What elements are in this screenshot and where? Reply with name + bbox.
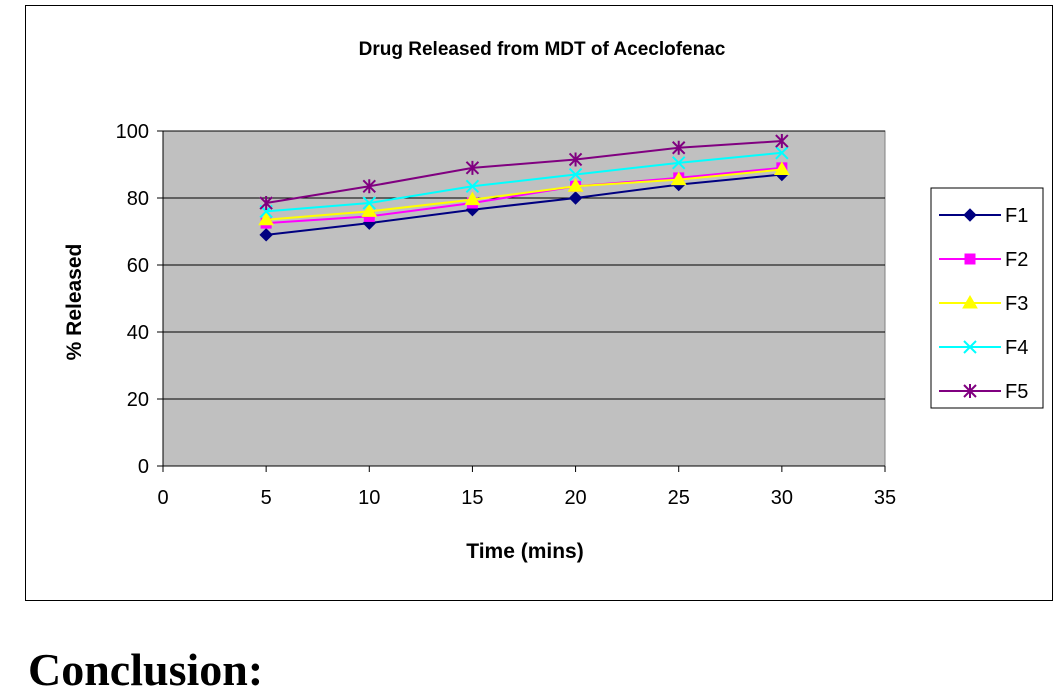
y-tick-label: 0 bbox=[138, 456, 149, 478]
y-tick-label: 20 bbox=[127, 389, 149, 411]
data-point bbox=[259, 196, 273, 211]
data-point bbox=[464, 191, 481, 206]
legend-item-f5: F5 bbox=[939, 381, 1028, 403]
legend: F1 F2 F3 F4 F5 bbox=[930, 187, 1044, 409]
legend-label: F4 bbox=[1005, 337, 1028, 359]
x-tick-label: 25 bbox=[668, 487, 690, 509]
y-tick-label: 100 bbox=[116, 121, 149, 143]
data-point bbox=[672, 156, 686, 170]
y-tick-label: 40 bbox=[127, 322, 149, 344]
y-tick-label: 60 bbox=[127, 255, 149, 277]
legend-marker bbox=[963, 340, 977, 354]
y-axis-title: % Released bbox=[63, 244, 86, 361]
data-point bbox=[361, 203, 378, 217]
data-point bbox=[775, 134, 789, 149]
x-tick-label: 20 bbox=[564, 487, 586, 509]
plot-background bbox=[162, 130, 886, 467]
legend-item-f2: F2 bbox=[939, 249, 1028, 271]
data-point bbox=[567, 178, 584, 192]
series-line bbox=[265, 140, 782, 205]
data-point bbox=[775, 146, 789, 160]
x-tick-label: 30 bbox=[771, 487, 793, 509]
legend-marker bbox=[964, 253, 976, 265]
legend-label: F3 bbox=[1005, 293, 1028, 315]
series-f5 bbox=[259, 134, 789, 211]
conclusion-heading: Conclusion: bbox=[28, 644, 264, 695]
series-line bbox=[266, 173, 782, 236]
data-point bbox=[672, 140, 686, 155]
legend-box bbox=[930, 187, 1044, 409]
chart-frame: Drug Released from MDT of Aceclofenac % … bbox=[25, 5, 1053, 601]
x-tick-label: 35 bbox=[874, 487, 896, 509]
legend-label: F2 bbox=[1005, 249, 1028, 271]
series-line bbox=[266, 151, 782, 213]
chart-title: Drug Released from MDT of Aceclofenac bbox=[359, 39, 726, 60]
data-point bbox=[568, 152, 583, 167]
legend-item-f3: F3 bbox=[939, 293, 1028, 315]
legend-label: F5 bbox=[1005, 381, 1028, 403]
data-point bbox=[362, 196, 376, 210]
x-tick-label: 15 bbox=[461, 487, 483, 509]
data-point bbox=[362, 179, 376, 194]
legend-marker bbox=[963, 208, 977, 222]
legend-label: F1 bbox=[1005, 205, 1028, 227]
series-line bbox=[266, 168, 782, 221]
x-tick-label: 5 bbox=[261, 487, 272, 509]
series-line bbox=[266, 166, 782, 225]
x-axis-title: Time (mins) bbox=[466, 540, 583, 563]
data-point bbox=[773, 161, 790, 176]
data-point bbox=[465, 179, 480, 193]
data-point bbox=[568, 167, 583, 182]
x-tick-label: 0 bbox=[157, 487, 168, 509]
series-f4 bbox=[259, 146, 789, 219]
data-point bbox=[259, 228, 273, 242]
y-tick-label: 80 bbox=[127, 188, 149, 210]
data-point bbox=[258, 211, 275, 226]
data-point bbox=[670, 171, 687, 186]
data-point bbox=[568, 191, 583, 205]
chart-svg: Drug Released from MDT of Aceclofenac % … bbox=[63, 39, 1044, 563]
series-f3 bbox=[258, 161, 790, 226]
legend-item-f1: F1 bbox=[939, 205, 1028, 227]
data-point bbox=[465, 160, 480, 175]
plot-area: 0 20 40 60 80 100 0 5 10 15 20 25 30 35 bbox=[116, 121, 897, 509]
legend-marker bbox=[963, 384, 977, 398]
legend-item-f4: F4 bbox=[939, 337, 1028, 359]
x-tick-label: 10 bbox=[358, 487, 380, 509]
legend-marker bbox=[962, 295, 978, 309]
